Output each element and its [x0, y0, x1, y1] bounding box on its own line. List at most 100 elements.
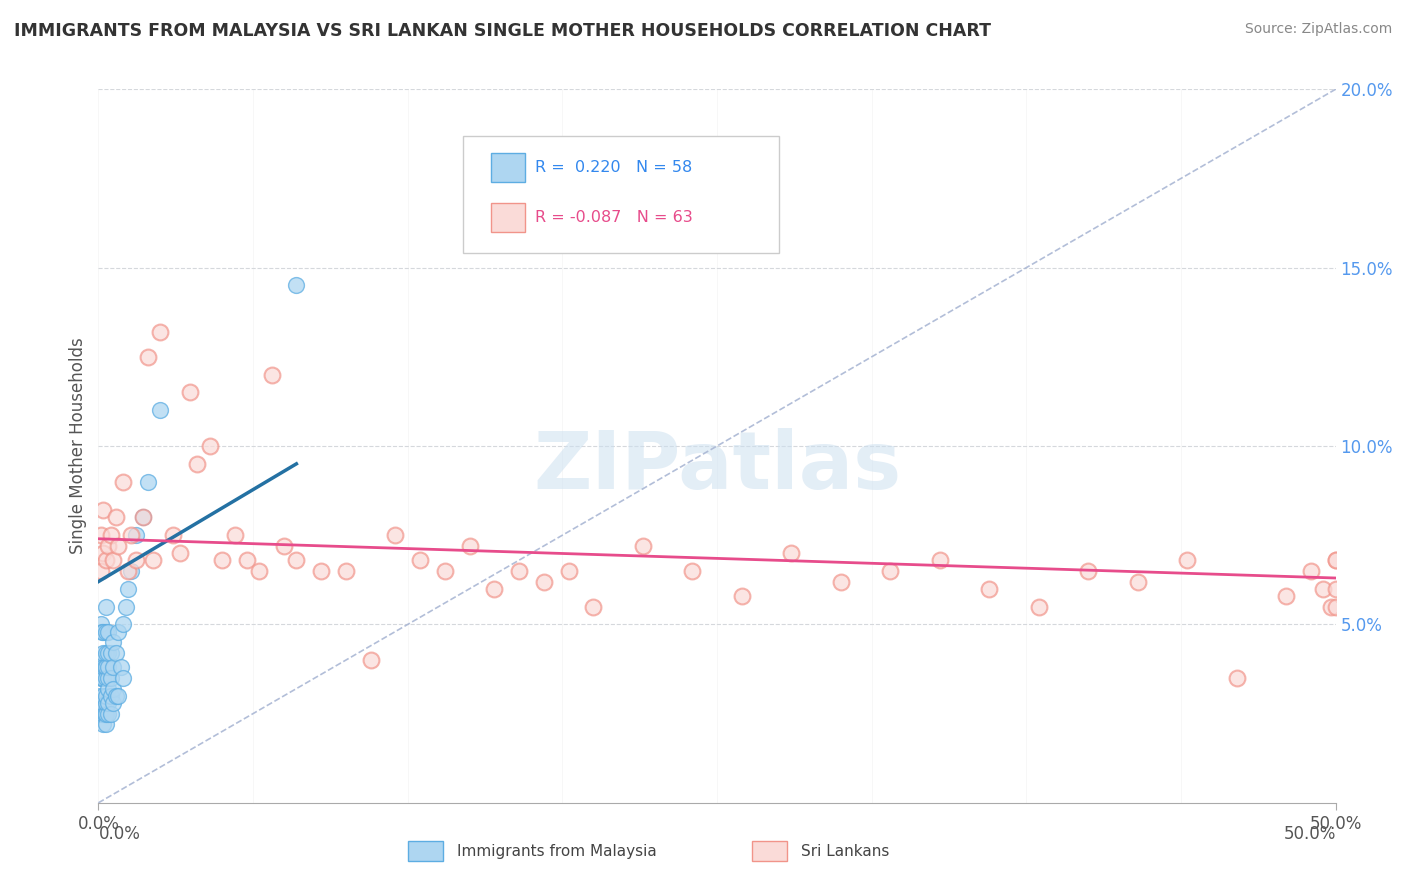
Point — [97, 696, 120, 710]
Point — [830, 574, 852, 589]
Point — [90, 617, 112, 632]
Point — [142, 553, 165, 567]
Point — [136, 350, 159, 364]
Point — [97, 660, 120, 674]
Text: Immigrants from Malaysia: Immigrants from Malaysia — [457, 845, 657, 859]
Point — [100, 671, 122, 685]
Point — [90, 528, 112, 542]
Text: R =  0.220   N = 58: R = 0.220 N = 58 — [536, 161, 692, 175]
Point — [112, 475, 135, 489]
Point — [1324, 553, 1347, 567]
Point — [309, 564, 332, 578]
Text: Source: ZipAtlas.com: Source: ZipAtlas.com — [1244, 22, 1392, 37]
Point — [433, 564, 456, 578]
Point — [97, 671, 120, 685]
Point — [224, 528, 246, 542]
Point — [107, 539, 129, 553]
Point — [285, 553, 308, 567]
Point — [211, 553, 233, 567]
Point — [100, 528, 122, 542]
Point — [94, 696, 117, 710]
Point — [93, 660, 115, 674]
Point — [90, 696, 112, 710]
Point — [508, 564, 530, 578]
Point — [247, 564, 270, 578]
Text: R = -0.087   N = 63: R = -0.087 N = 63 — [536, 211, 693, 225]
Point — [117, 582, 139, 596]
Point — [104, 510, 127, 524]
Point — [1226, 671, 1249, 685]
Point — [93, 671, 115, 685]
Point — [384, 528, 406, 542]
Point — [112, 617, 135, 632]
Point — [93, 689, 115, 703]
Point — [97, 539, 120, 553]
Point — [1126, 574, 1149, 589]
Point — [681, 564, 703, 578]
Point — [94, 689, 117, 703]
Point — [236, 553, 259, 567]
Point — [90, 564, 112, 578]
Point — [1324, 553, 1347, 567]
Point — [285, 278, 308, 293]
Point — [93, 706, 115, 721]
Point — [97, 646, 120, 660]
Point — [198, 439, 221, 453]
Point — [124, 528, 146, 542]
Point — [117, 564, 139, 578]
Point — [100, 689, 122, 703]
Point — [360, 653, 382, 667]
Point — [91, 624, 114, 639]
Point — [103, 553, 125, 567]
Point — [91, 671, 114, 685]
Point — [100, 706, 122, 721]
Text: ZIPatlas: ZIPatlas — [533, 428, 901, 507]
Point — [93, 646, 115, 660]
Text: 0.0%: 0.0% — [98, 825, 141, 843]
Point — [93, 624, 115, 639]
Point — [1299, 564, 1322, 578]
FancyBboxPatch shape — [491, 203, 526, 232]
Point — [979, 582, 1001, 596]
Point — [90, 671, 112, 685]
Point — [1324, 582, 1347, 596]
Point — [94, 706, 117, 721]
Point — [94, 671, 117, 685]
Text: 50.0%: 50.0% — [1284, 825, 1336, 843]
FancyBboxPatch shape — [464, 136, 779, 253]
Point — [149, 403, 172, 417]
Point — [1275, 589, 1298, 603]
Point — [93, 696, 115, 710]
Text: Sri Lankans: Sri Lankans — [801, 845, 890, 859]
Point — [1028, 599, 1050, 614]
Point — [1324, 599, 1347, 614]
Point — [93, 660, 115, 674]
Point — [179, 385, 201, 400]
Point — [103, 660, 125, 674]
Point — [89, 706, 111, 721]
Point — [89, 689, 111, 703]
Point — [94, 553, 117, 567]
Point — [93, 503, 115, 517]
Point — [90, 653, 112, 667]
Point — [110, 660, 132, 674]
Point — [162, 528, 184, 542]
Point — [557, 564, 579, 578]
Point — [97, 681, 120, 696]
Y-axis label: Single Mother Households: Single Mother Households — [69, 338, 87, 554]
Point — [93, 546, 115, 560]
Point — [100, 646, 122, 660]
Point — [114, 599, 136, 614]
Point — [107, 689, 129, 703]
Point — [103, 681, 125, 696]
Point — [132, 510, 155, 524]
Point — [112, 671, 135, 685]
Point — [1312, 582, 1334, 596]
Point — [103, 696, 125, 710]
Point — [120, 564, 142, 578]
Point — [93, 717, 115, 731]
Point — [1319, 599, 1341, 614]
Point — [458, 539, 481, 553]
Point — [94, 717, 117, 731]
FancyBboxPatch shape — [491, 153, 526, 182]
